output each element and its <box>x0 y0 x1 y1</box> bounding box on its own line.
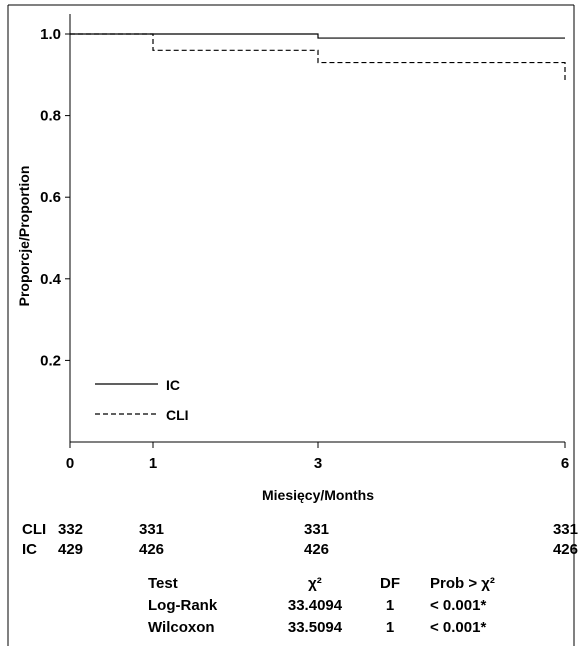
x-tick-label: 1 <box>149 455 157 472</box>
risk-value: 331 <box>553 521 578 538</box>
y-axis-ticks: 0.2 0.4 0.6 0.8 1.0 <box>40 26 70 369</box>
risk-table: CLI 332 331 331 331 IC 429 426 426 426 <box>22 521 578 558</box>
legend: IC CLI <box>95 377 189 423</box>
risk-value: 429 <box>58 541 83 558</box>
test-header: Test <box>148 575 178 592</box>
y-tick-label: 0.2 <box>40 352 61 369</box>
x-axis-title: Miesięcy/Months <box>262 487 374 503</box>
risk-value: 331 <box>304 521 329 538</box>
test-cell: < 0.001* <box>430 619 486 636</box>
x-tick-label: 0 <box>66 455 74 472</box>
x-tick-label: 3 <box>314 455 322 472</box>
y-tick-label: 0.8 <box>40 108 61 125</box>
x-axis-ticks: 0 1 3 6 <box>66 442 569 472</box>
series-line-cli <box>70 33 566 83</box>
risk-value: 426 <box>139 541 164 558</box>
test-cell: 1 <box>386 619 394 636</box>
legend-label-ic: IC <box>166 377 180 393</box>
y-tick-label: 0.6 <box>40 189 61 206</box>
risk-value: 426 <box>553 541 578 558</box>
test-cell: Log-Rank <box>148 597 218 614</box>
y-tick-label: 1.0 <box>40 26 61 43</box>
y-axis-title: Proporcje/Proportion <box>16 166 32 307</box>
x-tick-label: 6 <box>561 455 569 472</box>
test-cell: 33.4094 <box>288 597 343 614</box>
risk-value: 331 <box>139 521 164 538</box>
risk-value: 332 <box>58 521 83 538</box>
series-lines <box>70 33 566 83</box>
test-cell: 1 <box>386 597 394 614</box>
risk-value: 426 <box>304 541 329 558</box>
test-header: χ² <box>308 575 322 592</box>
risk-row-label: IC <box>22 541 37 558</box>
y-tick-label: 0.4 <box>40 271 62 288</box>
plot-frame <box>7 4 575 646</box>
test-table: Test χ² DF Prob > χ² Log-Rank 33.4094 1 < 0.001… <box>148 575 495 636</box>
series-line-ic <box>70 33 565 39</box>
test-header: Prob > χ² <box>430 575 495 592</box>
legend-label-cli: CLI <box>166 407 189 423</box>
test-cell: Wilcoxon <box>148 619 215 636</box>
test-header: DF <box>380 575 400 592</box>
axis-labels: Miesięcy/Months Proporcje/Proportion <box>16 166 374 503</box>
risk-row-label: CLI <box>22 521 46 538</box>
test-cell: < 0.001* <box>430 597 486 614</box>
test-cell: 33.5094 <box>288 619 343 636</box>
